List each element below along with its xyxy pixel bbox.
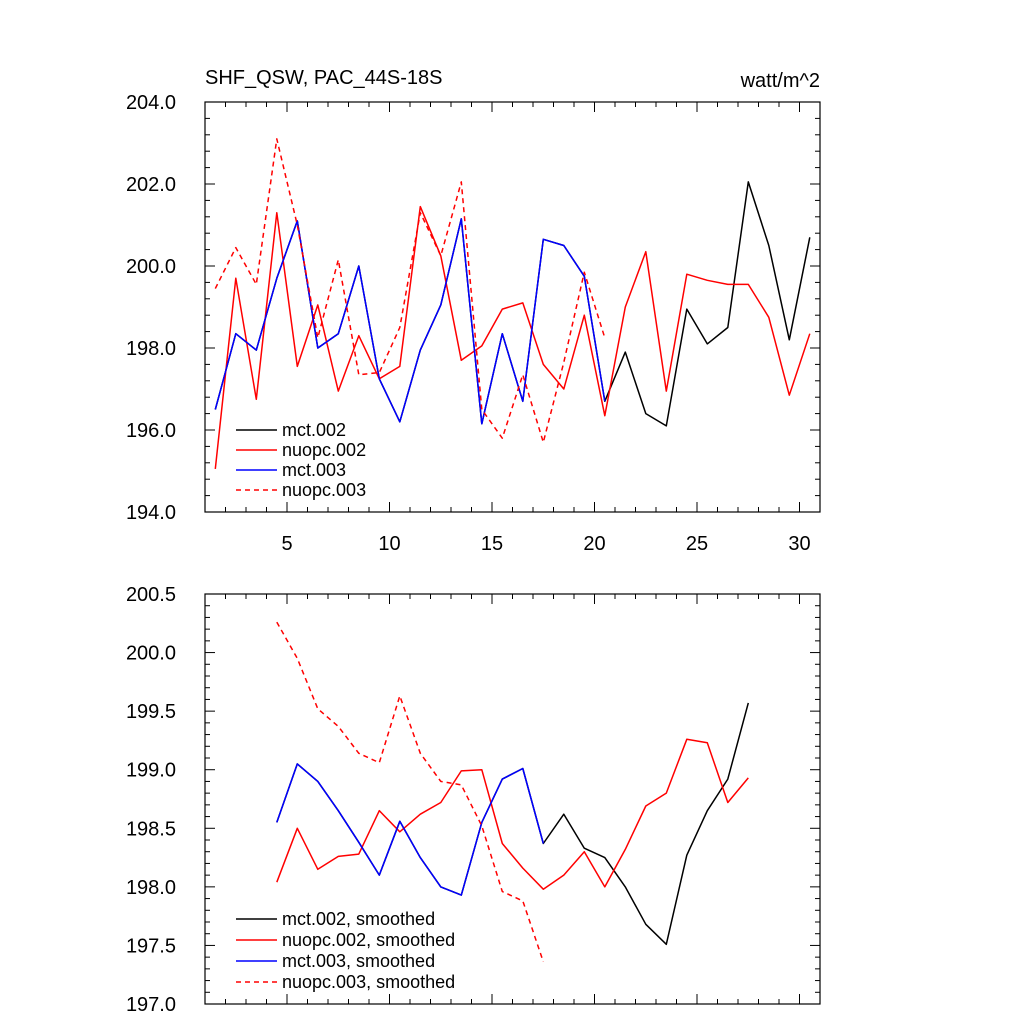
y-tick-label: 200.0 (126, 643, 176, 665)
y-tick-label: 197.5 (126, 935, 176, 957)
y-tick-label: 202.0 (126, 174, 176, 196)
y-tick-label: 198.5 (126, 818, 176, 840)
series-line-mct-002 (214, 181, 811, 427)
x-tick-label: 10 (378, 533, 400, 555)
y-tick-label: 198.0 (126, 338, 176, 360)
series-line-mct-003 (214, 218, 606, 425)
raw-panel: 5 10 15 20 25 30 194.0 196.0 198.0 200.0 202.0 204.… (126, 92, 821, 555)
legend-label: nuopc.002, smoothed (282, 930, 455, 950)
chart-title: SHF_QSW, PAC_44S-18S (205, 67, 443, 89)
y-tick-label: 194.0 (126, 502, 176, 524)
y-tick-label: 204.0 (126, 92, 176, 114)
x-tick-label: 25 (686, 533, 708, 555)
legend-label: mct.002 (282, 420, 346, 440)
legend-label: mct.003 (282, 460, 346, 480)
y-tick-label: 198.0 (126, 877, 176, 899)
x-tick-label: 30 (788, 533, 810, 555)
legend-label: mct.002, smoothed (282, 909, 435, 929)
x-tick-label: 20 (583, 533, 605, 555)
x-tick-label: 15 (481, 533, 503, 555)
series-line-nuopc-003 (214, 138, 606, 444)
y-tick-label: 199.0 (126, 760, 176, 782)
y-tick-label: 197.0 (126, 994, 176, 1016)
y-tick-label: 200.5 (126, 584, 176, 606)
y-tick-label: 200.0 (126, 256, 176, 278)
legend-label: nuopc.003, smoothed (282, 972, 455, 992)
legend-label: nuopc.003 (282, 480, 366, 500)
series-line-nuopc-002-smoothed (276, 738, 749, 890)
x-tick-label: 5 (281, 533, 292, 555)
y-tick-label: 199.5 (126, 701, 176, 723)
series-line-nuopc-003-smoothed (276, 621, 545, 963)
y-tick-label: 196.0 (126, 420, 176, 442)
smoothed-panel: 197.0 197.5 198.0 198.5 199.0 199.5 200.0 200.5… (126, 584, 821, 1016)
series-line-mct-003-smoothed (276, 763, 545, 896)
legend-label: mct.003, smoothed (282, 951, 435, 971)
legend-label: nuopc.002 (282, 440, 366, 460)
units-label: watt/m^2 (740, 70, 820, 92)
